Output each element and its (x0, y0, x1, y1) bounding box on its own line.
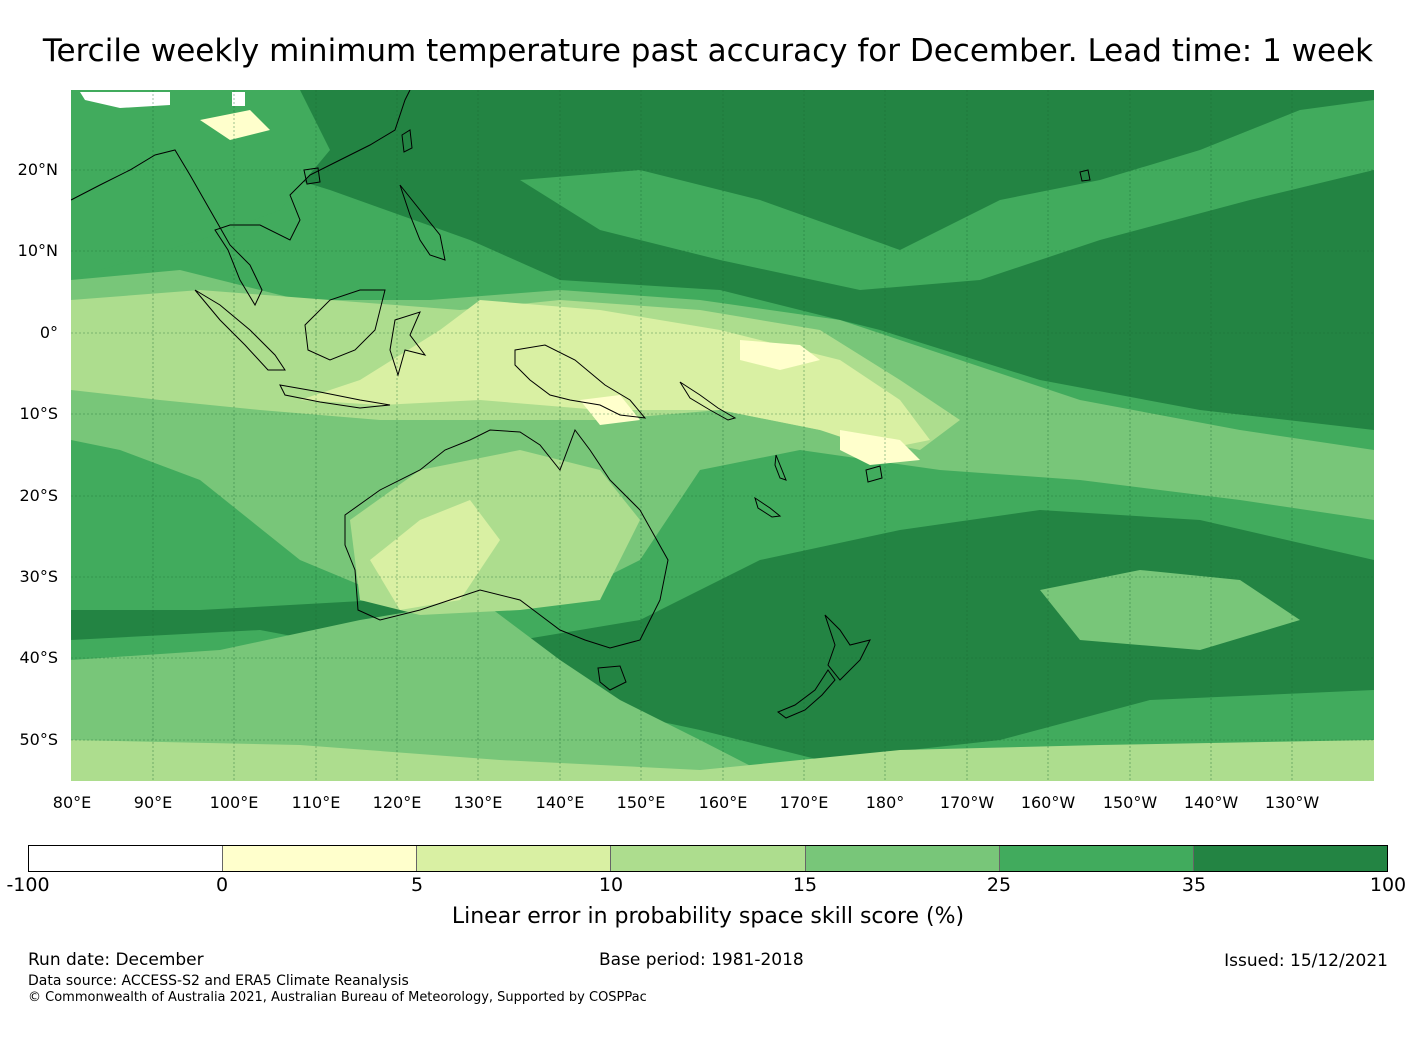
region-skill-negative-2 (232, 92, 245, 106)
hawaii-coastline (1079, 169, 1091, 182)
tasmania-coastline (597, 665, 627, 691)
colorbar-tick: 5 (410, 874, 424, 896)
lon-label-150e: 150°E (616, 793, 666, 812)
colorbar (28, 845, 1388, 872)
asia-mainland-coastline (71, 90, 411, 307)
colorbar-tick: 35 (1181, 874, 1207, 896)
taiwan-coastline (401, 129, 413, 153)
lon-label-110e: 110°E (291, 793, 341, 812)
lon-label-160w: 160°W (1020, 793, 1076, 812)
region-skill-25-35-upper-left (71, 90, 330, 280)
region-skill-15-25-east (1040, 570, 1300, 650)
sulawesi-coastline (389, 311, 427, 377)
vanuatu-coastline (774, 454, 787, 481)
fiji-coastline (865, 465, 883, 483)
colorbar-segment (1192, 846, 1387, 871)
colorbar-segment (804, 846, 999, 871)
lon-label-160e: 160°E (698, 793, 748, 812)
region-skill-negative (80, 92, 170, 108)
new-guinea-coastline (514, 344, 647, 419)
skill-score-map (71, 90, 1374, 781)
lon-label-140w: 140°W (1183, 793, 1239, 812)
data-source: Data source: ACCESS-S2 and ERA5 Climate … (28, 973, 409, 989)
coastlines (71, 90, 1091, 719)
colorbar-segment (222, 846, 417, 871)
region-skill-0-5-4 (200, 110, 270, 140)
colorbar-tick: 100 (1369, 874, 1407, 896)
lon-label-170w: 170°W (939, 793, 995, 812)
colorbar-tick: -100 (6, 874, 50, 896)
base-period: Base period: 1981-2018 (599, 950, 804, 970)
lat-label-30s: 30°S (19, 567, 58, 586)
colorbar-label: Linear error in probability space skill … (451, 904, 965, 929)
lon-label-100e: 100°E (209, 793, 259, 812)
solomon-islands-coastline (679, 381, 737, 421)
lon-label-90e: 90°E (133, 793, 173, 812)
lon-label-130e: 130°E (453, 793, 503, 812)
new-zealand-south-coastline (776, 669, 836, 719)
australia-coastline (344, 428, 669, 649)
lat-label-40s: 40°S (19, 648, 58, 667)
lon-label-120e: 120°E (372, 793, 422, 812)
colorbar-segment (998, 846, 1193, 871)
colorbar-segment (416, 846, 611, 871)
java-coastline (279, 384, 391, 409)
region-skill-5-10 (300, 300, 930, 450)
chart-title: Tercile weekly minimum temperature past … (42, 33, 1374, 69)
colorbar-tick: 25 (986, 874, 1012, 896)
colorbar-segment (610, 846, 805, 871)
lat-label-10n: 10°N (17, 241, 58, 260)
colorbar-segment (29, 846, 223, 871)
region-skill-15-25-south (71, 600, 780, 781)
lon-label-180: 180° (865, 793, 905, 812)
colorbar-tick: 15 (792, 874, 818, 896)
graticule (71, 90, 1374, 781)
lat-label-10s: 10°S (19, 404, 58, 423)
region-skill-0-5-2 (840, 430, 920, 465)
lon-label-170e: 170°E (779, 793, 829, 812)
lat-label-0: 0° (39, 323, 58, 342)
colorbar-tick: 10 (598, 874, 624, 896)
colorbar-tick: 0 (215, 874, 229, 896)
new-caledonia-coastline (754, 496, 782, 518)
lon-label-140e: 140°E (535, 793, 585, 812)
region-skill-0-5 (740, 340, 820, 370)
copyright: © Commonwealth of Australia 2021, Austra… (28, 990, 647, 1005)
lat-label-20n: 20°N (17, 160, 58, 179)
region-skill-5-10-australia (370, 500, 500, 610)
issued-date: Issued: 15/12/2021 (1224, 951, 1388, 971)
region-skill-25-35-north (520, 100, 1374, 290)
run-date: Run date: December (28, 950, 204, 970)
new-zealand-north-coastline (824, 614, 871, 681)
sumatra-coastline (194, 289, 286, 371)
lon-label-150w: 150°W (1102, 793, 1158, 812)
borneo-coastline (304, 289, 386, 361)
lat-label-20s: 20°S (19, 486, 58, 505)
hainan-coastline (303, 167, 321, 185)
philippines-coastline (399, 184, 446, 261)
lon-label-130w: 130°W (1264, 793, 1320, 812)
lat-label-50s: 50°S (19, 730, 58, 749)
lon-label-80e: 80°E (52, 793, 92, 812)
